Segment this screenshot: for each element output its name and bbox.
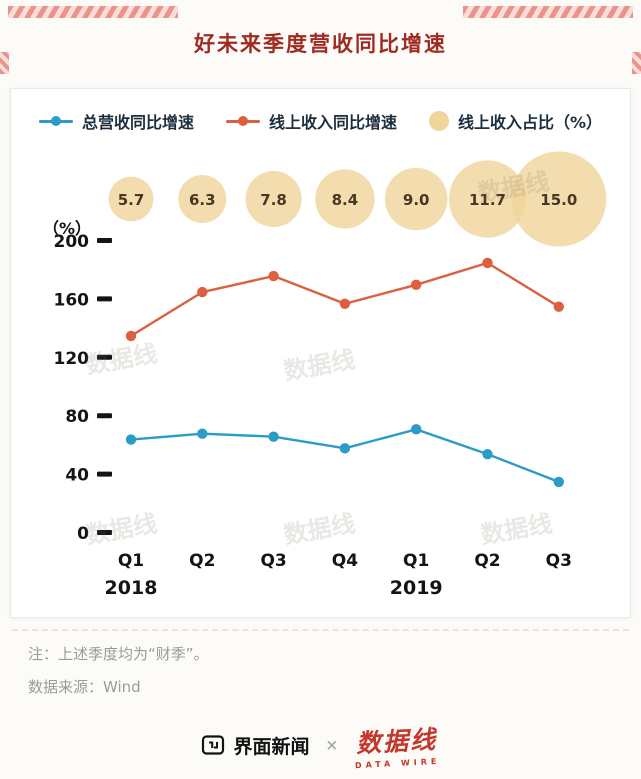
- svg-text:Q4: Q4: [332, 551, 358, 571]
- svg-text:11.7: 11.7: [469, 191, 506, 209]
- tape-decoration-side-right: [632, 52, 641, 74]
- legend-item-total-revenue: 总营收同比增速: [38, 109, 194, 133]
- svg-text:6.3: 6.3: [189, 191, 216, 209]
- logo-separator: ×: [325, 736, 339, 754]
- data-wire-logo: 数据线 DATA WIRE: [353, 720, 441, 770]
- page-title: 好未来季度营收同比增速: [194, 32, 447, 56]
- line-bubble-chart: 5.7 6.3 7.8 8.4 9.0 11.7 15.0 0 40 80 120 160 200 Q1 Q…: [54, 151, 607, 599]
- source-line: 数据来源：Wind: [28, 678, 141, 696]
- svg-text:9.0: 9.0: [403, 191, 430, 209]
- svg-text:Q2: Q2: [189, 551, 215, 571]
- jiemian-logo-icon: [202, 735, 225, 755]
- jiemian-news-logo: 界面新闻: [201, 732, 309, 759]
- note-line: 注：上述季度均为“财季”。: [28, 645, 209, 663]
- svg-text:80: 80: [65, 407, 89, 427]
- svg-text:200: 200: [54, 232, 90, 252]
- legend-label: 线上收入占比（%）: [457, 113, 603, 132]
- svg-text:Q1: Q1: [118, 551, 144, 571]
- y-axis-unit-label: （%）: [43, 219, 92, 238]
- chart-legend: 总营收同比增速 线上收入同比增速 线上收入占比（%）: [11, 109, 630, 133]
- svg-text:40: 40: [65, 466, 89, 486]
- svg-text:120: 120: [54, 349, 90, 369]
- jiemian-logo-text: 界面新闻: [233, 735, 310, 758]
- svg-text:2019: 2019: [390, 577, 443, 599]
- svg-text:Q3: Q3: [260, 551, 286, 571]
- svg-text:0: 0: [77, 524, 89, 544]
- tape-decoration-side-left: [0, 52, 9, 74]
- svg-text:15.0: 15.0: [540, 191, 577, 209]
- blue-line-dot-icon: [38, 116, 73, 126]
- tape-decoration-left: [8, 6, 178, 18]
- svg-text:160: 160: [54, 290, 90, 310]
- data-wire-logo-text: 数据线: [355, 724, 438, 759]
- svg-text:Q3: Q3: [546, 551, 572, 571]
- legend-label: 总营收同比增速: [81, 113, 194, 132]
- legend-item-online-share: 线上收入占比（%）: [428, 109, 603, 133]
- bubble-swatch-icon: [428, 111, 449, 131]
- svg-text:7.8: 7.8: [260, 191, 287, 209]
- svg-text:Q2: Q2: [474, 551, 500, 571]
- legend-label: 线上收入同比增速: [268, 113, 397, 132]
- dashed-divider: [12, 629, 629, 631]
- tape-decoration-right: [463, 6, 633, 18]
- svg-text:Q1: Q1: [403, 551, 429, 571]
- svg-text:5.7: 5.7: [118, 191, 145, 209]
- chart-notes: 注：上述季度均为“财季”。 数据来源：Wind: [28, 638, 209, 704]
- footer-logos: 界面新闻 × 数据线 DATA WIRE: [0, 720, 641, 770]
- svg-text:2018: 2018: [105, 577, 158, 599]
- svg-text:8.4: 8.4: [332, 191, 359, 209]
- red-line-dot-icon: [225, 116, 260, 126]
- legend-item-online-revenue: 线上收入同比增速: [225, 109, 397, 133]
- chart-card: 总营收同比增速 线上收入同比增速 线上收入占比（%） （%） 数据线 数据线 数…: [10, 88, 631, 618]
